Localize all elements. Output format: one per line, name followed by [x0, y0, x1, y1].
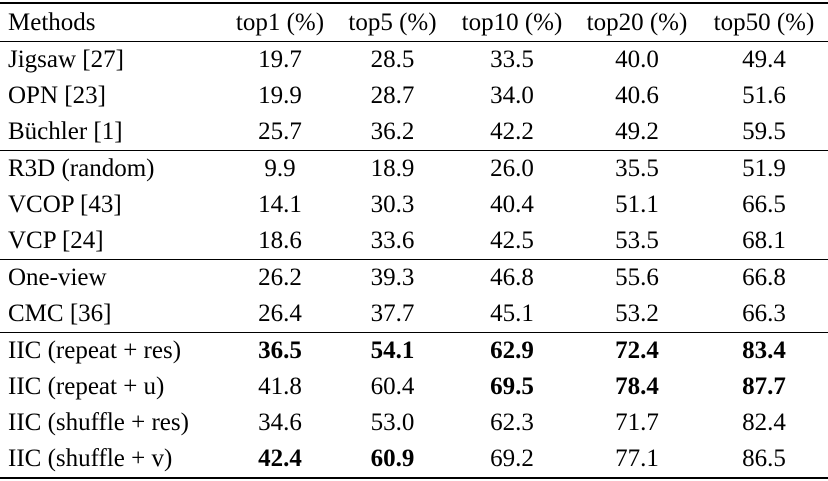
value-cell: 66.5 [742, 191, 786, 218]
method-cell: IIC (repeat + u) [8, 373, 165, 400]
value-cell: 42.4 [258, 445, 302, 472]
value-cell: 71.7 [615, 409, 659, 436]
value-cell: 34.0 [490, 82, 534, 109]
method-cell: IIC (shuffle + res) [8, 409, 189, 436]
table-row: OPN [23] 19.9 28.7 34.0 40.6 51.6 [0, 78, 828, 114]
column-header-top20: top20 (%) [586, 8, 688, 36]
value-cell: 28.7 [370, 82, 415, 109]
value-cell: 86.5 [742, 445, 786, 472]
value-cell: 49.2 [615, 118, 659, 145]
value-cell: 55.6 [615, 264, 659, 291]
table-row: IIC (shuffle + res) 34.6 53.0 62.3 71.7 … [0, 405, 828, 441]
value-cell: 66.3 [742, 300, 786, 327]
value-cell: 26.0 [490, 155, 534, 182]
method-cell: One-view [8, 264, 107, 291]
value-cell: 33.5 [490, 46, 534, 73]
value-cell: 26.4 [258, 300, 302, 327]
value-cell: 78.4 [615, 373, 659, 400]
table-row: VCP [24] 18.6 33.6 42.5 53.5 68.1 [0, 223, 828, 260]
value-cell: 34.6 [258, 409, 302, 436]
method-cell: R3D (random) [8, 155, 155, 182]
value-cell: 62.9 [490, 337, 534, 364]
value-cell: 60.9 [370, 445, 415, 472]
table-row: One-view 26.2 39.3 46.8 55.6 66.8 [0, 259, 828, 297]
value-cell: 40.0 [615, 46, 659, 73]
value-cell: 18.6 [258, 227, 302, 254]
value-cell: 28.5 [370, 46, 415, 73]
value-cell: 69.2 [490, 445, 534, 472]
value-cell: 53.0 [370, 409, 415, 436]
value-cell: 66.8 [742, 264, 786, 291]
value-cell: 25.7 [258, 118, 302, 145]
table-row: Büchler [1] 25.7 36.2 42.2 49.2 59.5 [0, 114, 828, 151]
value-cell: 41.8 [258, 373, 302, 400]
value-cell: 51.1 [615, 191, 659, 218]
column-header-top50: top50 (%) [713, 8, 815, 36]
method-cell: VCOP [43] [8, 191, 122, 218]
value-cell: 77.1 [615, 445, 659, 472]
value-cell: 37.7 [370, 300, 415, 327]
value-cell: 53.5 [615, 227, 659, 254]
table-row: IIC (shuffle + v) 42.4 60.9 69.2 77.1 86… [0, 441, 828, 478]
value-cell: 87.7 [742, 373, 786, 400]
value-cell: 26.2 [258, 264, 302, 291]
column-header-methods: Methods [8, 8, 96, 36]
value-cell: 36.2 [370, 118, 415, 145]
value-cell: 35.5 [615, 155, 659, 182]
value-cell: 54.1 [370, 337, 415, 364]
value-cell: 68.1 [742, 227, 786, 254]
column-header-top1: top1 (%) [235, 8, 325, 36]
value-cell: 51.9 [742, 155, 786, 182]
value-cell: 69.5 [490, 373, 534, 400]
value-cell: 82.4 [742, 409, 786, 436]
method-cell: IIC (shuffle + v) [8, 445, 173, 472]
table-row: R3D (random) 9.9 18.9 26.0 35.5 51.9 [0, 150, 828, 188]
column-header-top5: top5 (%) [348, 8, 437, 36]
value-cell: 42.2 [490, 118, 534, 145]
column-header-top10: top10 (%) [461, 8, 563, 36]
value-cell: 33.6 [370, 227, 415, 254]
value-cell: 39.3 [370, 264, 415, 291]
value-cell: 59.5 [742, 118, 786, 145]
value-cell: 14.1 [258, 191, 302, 218]
header-row: Methods top1 (%) top5 (%) top10 (%) top2… [0, 3, 828, 42]
method-cell: OPN [23] [8, 82, 106, 109]
value-cell: 45.1 [490, 300, 534, 327]
method-cell: VCP [24] [8, 227, 104, 254]
table-row: CMC [36] 26.4 37.7 45.1 53.2 66.3 [0, 296, 828, 333]
method-cell: CMC [36] [8, 300, 112, 327]
value-cell: 83.4 [742, 337, 786, 364]
value-cell: 46.8 [490, 264, 534, 291]
value-cell: 51.6 [742, 82, 786, 109]
value-cell: 60.4 [370, 373, 415, 400]
value-cell: 30.3 [370, 191, 415, 218]
table-row: Jigsaw [27] 19.7 28.5 33.5 40.0 49.4 [0, 42, 828, 79]
value-cell: 40.4 [490, 191, 534, 218]
value-cell: 36.5 [258, 337, 302, 364]
value-cell: 49.4 [742, 46, 786, 73]
value-cell: 19.7 [258, 46, 302, 73]
value-cell: 9.9 [264, 155, 296, 182]
value-cell: 18.9 [370, 155, 415, 182]
method-cell: Jigsaw [27] [8, 46, 124, 73]
method-cell: Büchler [1] [8, 118, 123, 145]
method-cell: IIC (repeat + res) [8, 337, 182, 364]
value-cell: 53.2 [615, 300, 659, 327]
value-cell: 40.6 [615, 82, 659, 109]
value-cell: 62.3 [490, 409, 534, 436]
table-row: IIC (repeat + res) 36.5 54.1 62.9 72.4 8… [0, 332, 828, 370]
table-row: VCOP [43] 14.1 30.3 40.4 51.1 66.5 [0, 187, 828, 223]
value-cell: 72.4 [615, 337, 659, 364]
value-cell: 42.5 [490, 227, 534, 254]
value-cell: 19.9 [258, 82, 302, 109]
table-row: IIC (repeat + u) 41.8 60.4 69.5 78.4 87.… [0, 369, 828, 405]
